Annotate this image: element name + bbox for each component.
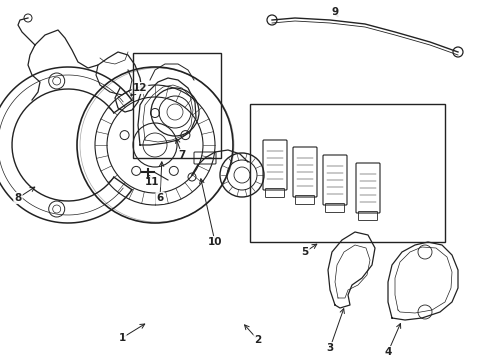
Text: 1: 1 xyxy=(119,333,125,343)
Bar xyxy=(133,53,221,158)
Text: 4: 4 xyxy=(384,347,392,357)
Text: 2: 2 xyxy=(254,335,262,345)
Text: 12: 12 xyxy=(133,83,147,93)
Text: 6: 6 xyxy=(156,193,164,203)
Text: 5: 5 xyxy=(301,247,309,257)
Text: 7: 7 xyxy=(178,150,186,160)
Text: 3: 3 xyxy=(326,343,334,353)
Text: 10: 10 xyxy=(208,237,222,247)
Bar xyxy=(250,104,445,242)
Text: 11: 11 xyxy=(145,177,159,187)
Text: 9: 9 xyxy=(331,7,339,17)
Text: 8: 8 xyxy=(14,193,22,203)
